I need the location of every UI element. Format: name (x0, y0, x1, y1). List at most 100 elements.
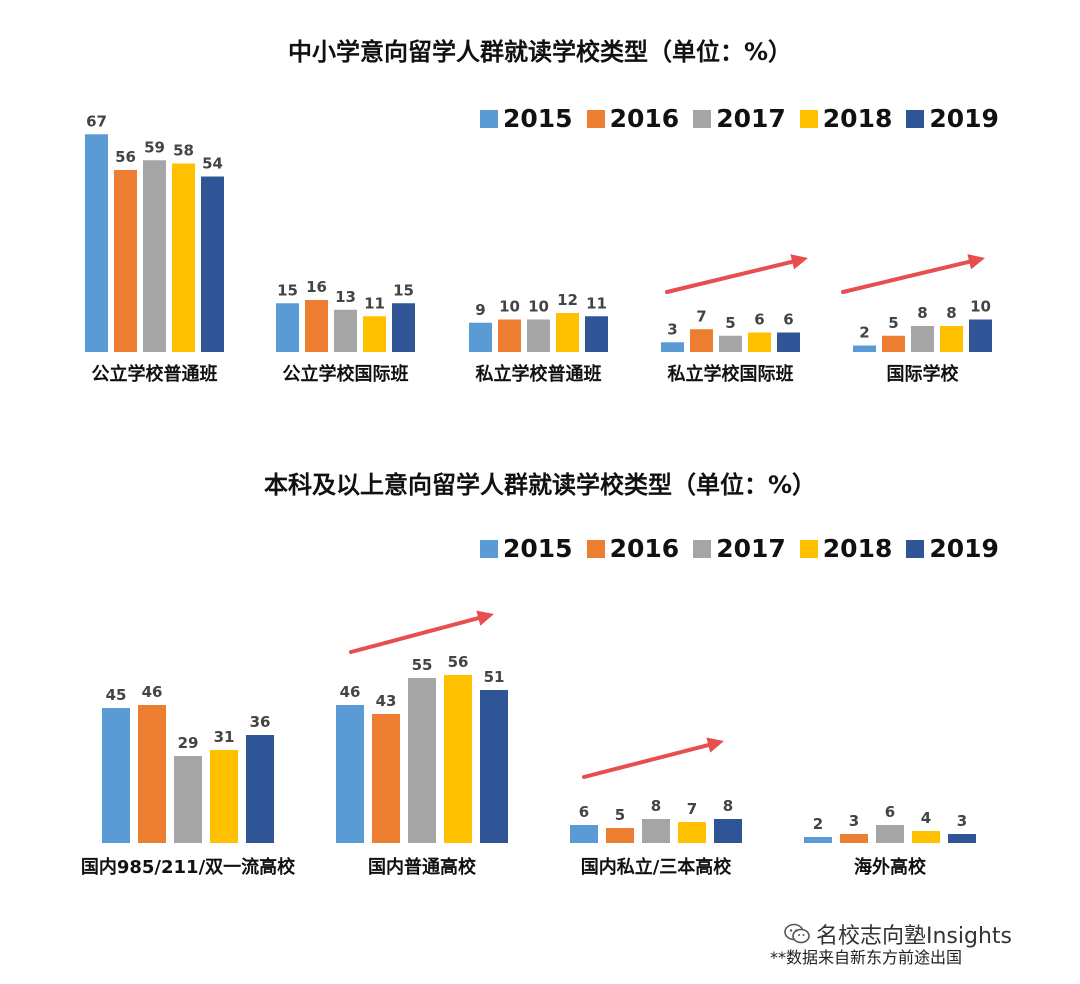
data-label-chart1-2019-1: 15 (393, 281, 414, 299)
bar-chart2-2015-3 (804, 837, 832, 843)
legend-swatch (799, 539, 818, 558)
category-label-chart2-2: 国内私立/三本高校 (581, 856, 733, 878)
bar-chart1-2019-4 (969, 319, 992, 352)
data-label-chart2-2018-0: 31 (214, 728, 235, 746)
bar-chart1-2016-2 (498, 319, 521, 352)
chart-2-legend-item-2015: 2015 (480, 534, 573, 563)
trend-arrow-chart1-1 (841, 254, 985, 294)
data-label-chart1-2017-2: 10 (528, 298, 549, 316)
arrow-head (967, 254, 985, 270)
bar-chart2-2017-3 (876, 825, 904, 843)
data-label-chart1-2018-2: 12 (557, 291, 578, 309)
category-label-chart2-1: 国内普通高校 (368, 856, 477, 878)
trend-arrow-chart2-0 (349, 610, 494, 654)
arrow-shaft (665, 258, 798, 294)
footer-brand: 名校志向塾Insights (784, 918, 1012, 950)
bar-chart2-2018-0 (210, 750, 238, 843)
chart-2-legend-item-2016: 2016 (586, 534, 679, 563)
data-label-chart1-2018-1: 11 (364, 294, 385, 312)
chart-2-legend: 2015 2016 2017 2018 2019 (466, 534, 999, 563)
bar-chart2-2016-0 (138, 705, 166, 843)
trend-arrow-chart1-0 (665, 254, 808, 294)
bar-chart2-2019-2 (714, 819, 742, 843)
arrow-shaft (841, 258, 975, 294)
data-label-chart2-2017-3: 6 (885, 803, 895, 821)
bar-chart1-2017-3 (719, 335, 742, 352)
data-label-chart1-2015-4: 2 (859, 324, 869, 342)
data-label-chart2-2015-3: 2 (813, 815, 823, 833)
data-label-chart1-2015-0: 67 (86, 112, 107, 130)
bar-chart1-2015-2 (469, 322, 492, 352)
trend-arrow-chart2-1 (582, 737, 724, 779)
bar-chart2-2016-3 (840, 834, 868, 843)
data-label-chart1-2017-1: 13 (335, 288, 356, 306)
bar-chart1-2017-2 (527, 319, 550, 352)
legend-swatch (480, 539, 498, 558)
data-label-chart2-2015-1: 46 (340, 683, 361, 701)
bar-chart1-2016-1 (305, 300, 328, 352)
bar-chart2-2016-2 (606, 828, 634, 843)
chart-1-legend-item-2016: 2016 (586, 104, 680, 133)
chart-2-legend-item-2018: 2018 (799, 534, 893, 563)
data-label-chart1-2016-4: 5 (888, 314, 898, 332)
chart-1-legend-item-2017: 2017 (693, 104, 786, 133)
legend-label: 2019 (929, 534, 999, 563)
bar-chart1-2017-1 (334, 309, 357, 352)
chart-1-title: 中小学意向留学人群就读学校类型（单位：%） (287, 38, 793, 66)
arrow-head (790, 254, 808, 270)
wechat-icon (784, 923, 810, 944)
legend-label: 2018 (822, 104, 893, 133)
bar-chart2-2018-2 (678, 822, 706, 843)
bar-chart2-2017-1 (408, 678, 436, 843)
chart-1-legend-item-2015: 2015 (480, 104, 573, 133)
category-label-chart2-0: 国内985/211/双一流高校 (81, 856, 296, 878)
bar-chart2-2019-1 (480, 690, 508, 843)
bar-chart2-2015-0 (102, 708, 130, 843)
bar-chart1-2018-0 (172, 163, 195, 352)
bar-chart2-2017-2 (642, 819, 670, 843)
bar-chart2-2017-0 (174, 756, 202, 843)
legend-swatch (586, 539, 605, 558)
bar-chart1-2019-0 (201, 176, 224, 352)
data-label-chart2-2017-1: 55 (412, 656, 433, 674)
legend-label: 2016 (609, 104, 680, 133)
data-label-chart1-2016-0: 56 (115, 148, 136, 166)
category-label-chart1-0: 公立学校普通班 (92, 363, 218, 385)
data-label-chart1-2016-2: 10 (499, 298, 520, 316)
category-label-chart1-3: 私立学校国际班 (668, 363, 794, 385)
data-label-chart2-2016-1: 43 (376, 692, 397, 710)
data-label-chart1-2019-3: 6 (783, 311, 793, 329)
arrow-head (476, 610, 494, 626)
data-label-chart2-2019-0: 36 (250, 713, 271, 731)
legend-label: 2015 (503, 104, 573, 133)
data-label-chart1-2017-3: 5 (725, 314, 735, 332)
data-label-chart1-2018-3: 6 (754, 311, 764, 329)
chart-2-title: 本科及以上意向留学人群就读学校类型（单位：%） (263, 471, 817, 499)
data-label-chart2-2019-1: 51 (484, 668, 505, 686)
bar-chart1-2018-3 (748, 332, 771, 352)
bar-chart1-2017-0 (143, 160, 166, 352)
legend-label: 2015 (503, 534, 573, 563)
arrow-shaft (349, 615, 484, 654)
chart-2-legend-item-2019: 2019 (906, 534, 999, 563)
chart-1-legend-item-2019: 2019 (906, 104, 999, 133)
bar-chart1-2019-1 (392, 303, 415, 352)
arrow-head (706, 737, 724, 753)
footer-brand-text: 名校志向塾Insights (816, 924, 1013, 949)
bar-chart2-2019-3 (948, 834, 976, 843)
data-label-chart1-2015-2: 9 (475, 301, 485, 319)
data-label-chart2-2015-2: 6 (579, 803, 589, 821)
legend-swatch (906, 539, 925, 558)
legend-swatch (906, 109, 925, 128)
data-label-chart2-2016-3: 3 (849, 812, 859, 830)
legend-label: 2018 (822, 534, 893, 563)
legend-swatch (586, 109, 605, 128)
category-label-chart1-1: 公立学校国际班 (283, 363, 409, 385)
data-label-chart1-2018-0: 58 (173, 142, 194, 160)
data-label-chart2-2018-3: 4 (921, 809, 931, 827)
data-label-chart1-2018-4: 8 (946, 304, 956, 322)
bar-chart1-2018-1 (363, 316, 386, 352)
bar-chart2-2015-1 (336, 705, 364, 843)
data-label-chart1-2015-1: 15 (277, 281, 298, 299)
